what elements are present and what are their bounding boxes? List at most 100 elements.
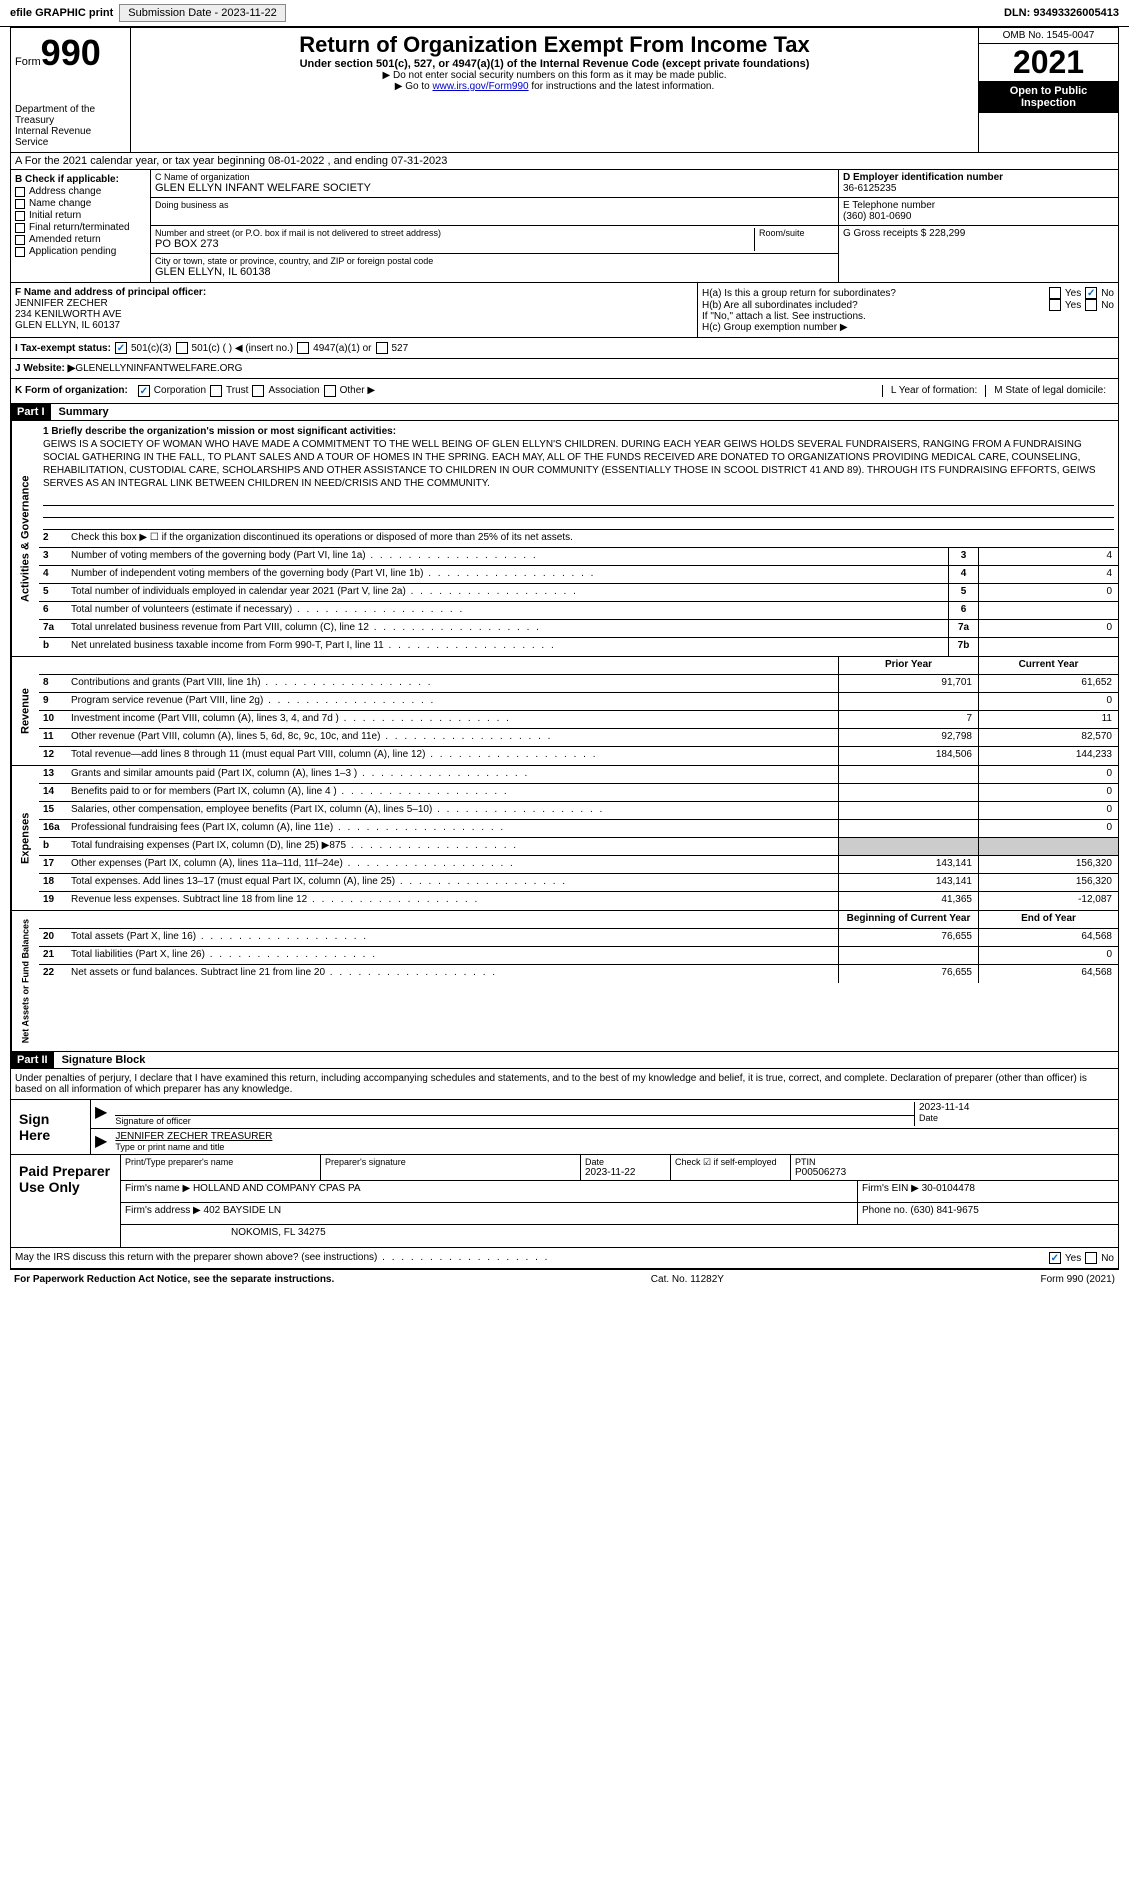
mission-text: GEIWS IS A SOCIETY OF WOMAN WHO HAVE MAD… xyxy=(43,438,1114,490)
check-pending[interactable]: Application pending xyxy=(15,246,146,257)
check-501c3[interactable] xyxy=(115,342,127,354)
omb-number: OMB No. 1545-0047 xyxy=(979,28,1118,44)
data-line: bTotal fundraising expenses (Part IX, co… xyxy=(39,838,1118,856)
ein-cell: D Employer identification number 36-6125… xyxy=(839,170,1118,198)
data-line: 14Benefits paid to or for members (Part … xyxy=(39,784,1118,802)
check-527[interactable] xyxy=(376,342,388,354)
discuss-yesno[interactable]: Yes No xyxy=(1045,1252,1114,1264)
org-name-cell: C Name of organization GLEN ELLYN INFANT… xyxy=(151,170,838,198)
officer-printed-name: JENNIFER ZECHER TREASURER xyxy=(115,1131,1114,1142)
telephone: (360) 801-0690 xyxy=(843,211,1114,222)
section-f: F Name and address of principal officer:… xyxy=(11,283,698,337)
hb-yesno[interactable]: Yes No xyxy=(1045,299,1114,311)
governance-label: Activities & Governance xyxy=(11,421,39,656)
firm-ein: 30-0104478 xyxy=(922,1183,975,1194)
firm-phone: (630) 841-9675 xyxy=(910,1205,978,1216)
data-line: 20Total assets (Part X, line 16)76,65564… xyxy=(39,929,1118,947)
row-j: J Website: ▶ GLENELLYNINFANTWELFARE.ORG xyxy=(10,359,1119,379)
org-name: GLEN ELLYN INFANT WELFARE SOCIETY xyxy=(155,182,834,194)
ein: 36-6125235 xyxy=(843,183,1114,194)
section-a: A For the 2021 calendar year, or tax yea… xyxy=(10,153,1119,170)
preparer-row: Paid Preparer Use Only Print/Type prepar… xyxy=(11,1154,1118,1247)
part2-header: Part II Signature Block xyxy=(10,1052,1119,1069)
dba-cell: Doing business as xyxy=(151,198,838,226)
governance-section: Activities & Governance 1 Briefly descri… xyxy=(10,421,1119,657)
gross-cell: G Gross receipts $ 228,299 xyxy=(839,226,1118,254)
dln: DLN: 93493326005413 xyxy=(1004,7,1119,19)
gov-line: 6Total number of volunteers (estimate if… xyxy=(39,602,1118,620)
gov-line: 7aTotal unrelated business revenue from … xyxy=(39,620,1118,638)
org-city: GLEN ELLYN, IL 60138 xyxy=(155,266,834,278)
form-990: Form990 Department of the Treasury Inter… xyxy=(0,27,1129,1289)
footer-left: For Paperwork Reduction Act Notice, see … xyxy=(14,1274,334,1285)
year-formation: L Year of formation: xyxy=(882,385,985,397)
sign-date: 2023-11-14 xyxy=(919,1102,1114,1113)
check-other[interactable] xyxy=(324,385,336,397)
arrow-icon: ▶ xyxy=(95,1131,107,1152)
data-line: 21Total liabilities (Part X, line 26)0 xyxy=(39,947,1118,965)
check-final[interactable]: Final return/terminated xyxy=(15,222,146,233)
penalty-text: Under penalties of perjury, I declare th… xyxy=(11,1069,1118,1099)
officer-sig-line: ▶ Signature of officer 2023-11-14 Date xyxy=(91,1100,1118,1129)
col-b: B Check if applicable: Address change Na… xyxy=(11,170,151,282)
prep-line-4: NOKOMIS, FL 34275 xyxy=(121,1225,1118,1247)
ssn-note: ▶ Do not enter social security numbers o… xyxy=(135,70,974,81)
addr-cell: Number and street (or P.O. box if mail i… xyxy=(151,226,838,254)
col-b-title: B Check if applicable: xyxy=(15,174,146,185)
footer-right: Form 990 (2021) xyxy=(1041,1274,1115,1285)
prep-line-1: Print/Type preparer's name Preparer's si… xyxy=(121,1155,1118,1181)
check-address[interactable]: Address change xyxy=(15,186,146,197)
preparer-label: Paid Preparer Use Only xyxy=(11,1155,121,1247)
form-number: 990 xyxy=(41,32,101,73)
row-fh: F Name and address of principal officer:… xyxy=(10,283,1119,338)
org-address: PO BOX 273 xyxy=(155,238,754,250)
submission-date-button[interactable]: Submission Date - 2023-11-22 xyxy=(119,4,285,22)
form-subtitle: Under section 501(c), 527, or 4947(a)(1)… xyxy=(135,58,974,70)
check-assoc[interactable] xyxy=(252,385,264,397)
gross-receipts: 228,299 xyxy=(929,228,965,239)
footer-mid: Cat. No. 11282Y xyxy=(651,1274,724,1285)
check-4947[interactable] xyxy=(297,342,309,354)
data-line: 15Salaries, other compensation, employee… xyxy=(39,802,1118,820)
data-line: 9Program service revenue (Part VIII, lin… xyxy=(39,693,1118,711)
check-corp[interactable] xyxy=(138,385,150,397)
netassets-label: Net Assets or Fund Balances xyxy=(11,911,39,1051)
dept-label: Department of the Treasury Internal Reve… xyxy=(15,104,126,148)
ha-yesno[interactable]: Yes No xyxy=(1045,287,1114,299)
col-c: C Name of organization GLEN ELLYN INFANT… xyxy=(151,170,838,282)
data-line: 18Total expenses. Add lines 13–17 (must … xyxy=(39,874,1118,892)
gov-line: 5Total number of individuals employed in… xyxy=(39,584,1118,602)
netassets-section: Net Assets or Fund Balances Beginning of… xyxy=(10,911,1119,1052)
sign-here-row: Sign Here ▶ Signature of officer 2023-11… xyxy=(11,1099,1118,1154)
firm-address: 402 BAYSIDE LN xyxy=(204,1205,282,1216)
section-bcd: B Check if applicable: Address change Na… xyxy=(10,170,1119,283)
data-line: 12Total revenue—add lines 8 through 11 (… xyxy=(39,747,1118,765)
open-inspection: Open to Public Inspection xyxy=(979,81,1118,113)
website: GLENELLYNINFANTWELFARE.ORG xyxy=(75,363,242,374)
prep-line-2: Firm's name ▶ HOLLAND AND COMPANY CPAS P… xyxy=(121,1181,1118,1203)
irs-link[interactable]: www.irs.gov/Form990 xyxy=(432,81,528,92)
gov-line: bNet unrelated business taxable income f… xyxy=(39,638,1118,656)
efile-label: efile GRAPHIC print xyxy=(10,7,113,19)
check-trust[interactable] xyxy=(210,385,222,397)
gov-line: 4Number of independent voting members of… xyxy=(39,566,1118,584)
data-line: 10Investment income (Part VIII, column (… xyxy=(39,711,1118,729)
gov-line: 2Check this box ▶ ☐ if the organization … xyxy=(39,530,1118,548)
city-cell: City or town, state or province, country… xyxy=(151,254,838,282)
data-line: 22Net assets or fund balances. Subtract … xyxy=(39,965,1118,983)
check-name[interactable]: Name change xyxy=(15,198,146,209)
state-domicile: M State of legal domicile: xyxy=(985,385,1114,397)
signature-section: Under penalties of perjury, I declare th… xyxy=(10,1069,1119,1269)
mission-block: 1 Briefly describe the organization's mi… xyxy=(39,421,1118,494)
revenue-section: Revenue Prior Year Current Year 8Contrib… xyxy=(10,657,1119,766)
expenses-label: Expenses xyxy=(11,766,39,910)
form-label: Form xyxy=(15,56,41,68)
link-note: ▶ Go to www.irs.gov/Form990 for instruct… xyxy=(135,81,974,92)
data-line: 16aProfessional fundraising fees (Part I… xyxy=(39,820,1118,838)
check-amended[interactable]: Amended return xyxy=(15,234,146,245)
check-initial[interactable]: Initial return xyxy=(15,210,146,221)
prep-line-3: Firm's address ▶ 402 BAYSIDE LN Phone no… xyxy=(121,1203,1118,1225)
check-501c[interactable] xyxy=(176,342,188,354)
tel-cell: E Telephone number (360) 801-0690 xyxy=(839,198,1118,226)
row-i: I Tax-exempt status: 501(c)(3) 501(c) ( … xyxy=(10,338,1119,359)
